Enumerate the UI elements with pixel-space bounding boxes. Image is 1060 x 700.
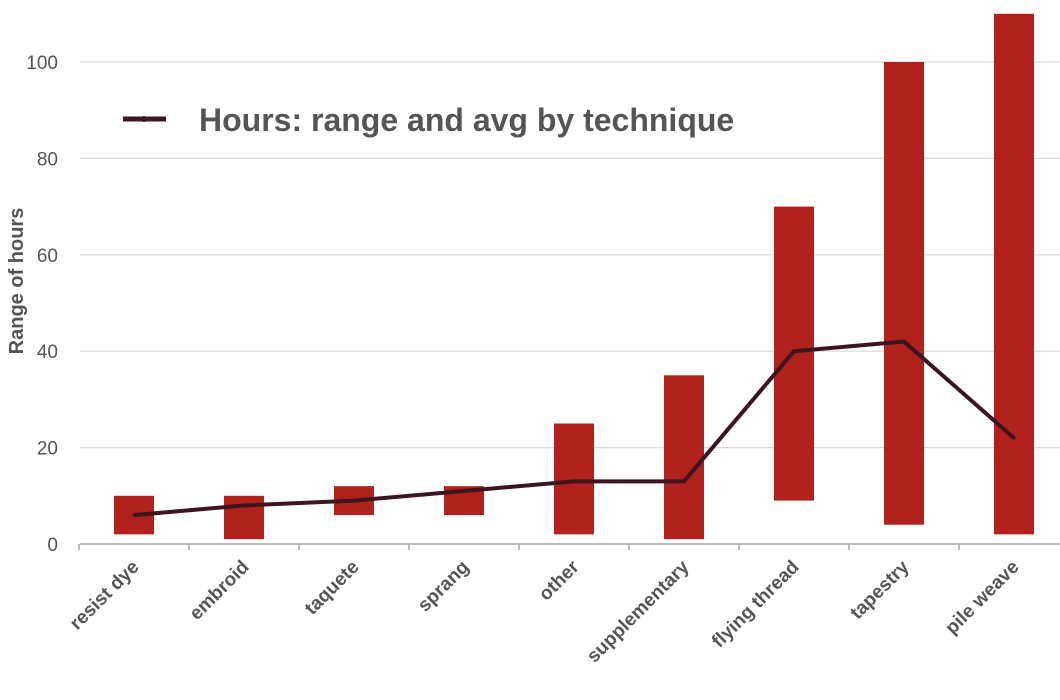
x-axis <box>78 543 1060 550</box>
y-tick-label: 40 <box>37 342 58 363</box>
average-point <box>1012 436 1016 440</box>
average-point <box>792 349 796 353</box>
range-bar <box>224 495 264 540</box>
range-bar <box>994 13 1034 535</box>
range-bar <box>554 423 594 535</box>
y-tick-label: 60 <box>37 246 58 267</box>
average-point <box>132 513 136 517</box>
x-tick-label: other <box>535 556 584 605</box>
y-tick-label: 80 <box>37 149 58 170</box>
average-line-group <box>132 339 1016 518</box>
x-tick-label: taquete <box>301 557 364 620</box>
average-point <box>242 503 246 507</box>
y-tick-label: 100 <box>26 53 58 74</box>
legend-label: Hours: range and avg by technique <box>199 102 734 138</box>
range-bar <box>664 375 704 540</box>
y-tick-labels: 0 20 40 60 80 100 <box>26 53 58 556</box>
average-point <box>462 489 466 493</box>
y-tick-label: 20 <box>37 439 58 460</box>
y-axis-label: Range of hours <box>6 208 28 355</box>
legend-marker <box>141 116 147 122</box>
x-tick-label: embroid <box>186 557 254 625</box>
x-tick-label: flying thread <box>708 557 803 652</box>
average-point <box>682 479 686 483</box>
range-bars <box>114 13 1034 540</box>
average-point <box>352 499 356 503</box>
range-bar <box>884 62 924 525</box>
x-tick-label: resist dye <box>66 557 144 635</box>
x-tick-label: pile weave <box>941 557 1023 639</box>
legend: Hours: range and avg by technique <box>123 102 734 138</box>
x-tick-label: tapestry <box>846 556 913 623</box>
x-tick-label: sprang <box>414 557 474 617</box>
average-point <box>902 340 906 344</box>
average-point <box>572 479 576 483</box>
x-tick-label: supplementary <box>583 556 694 667</box>
x-tick-labels: resist dye embroid taquete sprang other suppl… <box>66 556 1024 667</box>
y-tick-label: 0 <box>47 535 58 556</box>
